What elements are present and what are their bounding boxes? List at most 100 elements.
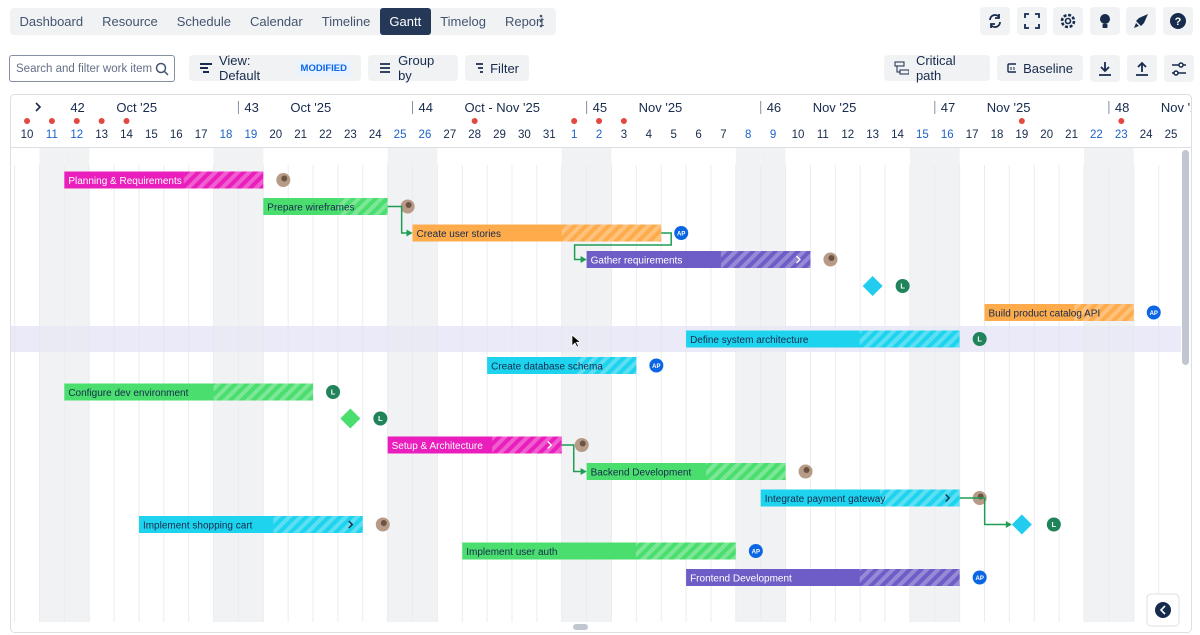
tips-button[interactable] [1089,7,1120,35]
task-label: Implement shopping cart [143,521,253,532]
avatar [373,411,388,426]
download-button[interactable] [1090,55,1120,82]
help-button[interactable]: ? [1162,7,1193,35]
weekend-column [760,148,786,622]
week-number: 44 [419,100,433,115]
day-label: 27 [443,129,456,141]
avatar [972,332,987,346]
task-bar-progress-stripes [705,463,786,480]
group-by-label: Group by [398,53,435,83]
expand-chevron[interactable] [35,102,42,112]
nav-tab[interactable]: Resource [102,14,158,29]
day-label: 17 [195,129,208,141]
day-label: 11 [817,129,829,141]
day-label: 5 [670,129,676,141]
day-label: 28 [468,129,481,141]
task-bar-progress-stripes [859,330,960,348]
dependency-line [561,444,586,473]
nav-tab[interactable]: Timeline [321,14,371,29]
task-bar-progress-stripes [561,224,662,242]
avatar-initials: AP [652,364,660,370]
dependency-arrowhead [406,229,413,237]
collapse-button[interactable] [1146,593,1180,627]
day-label: 29 [493,129,506,141]
week-month: Nov '25 [1161,100,1200,115]
day-label: 21 [1065,129,1078,141]
view-label: View: Default [218,53,261,83]
avatar [1146,305,1161,320]
adjust-button[interactable] [1164,55,1194,82]
nav-tab[interactable]: Report [504,14,544,29]
task-label: Implement user auth [466,547,557,558]
day-label: 25 [394,129,407,141]
baseline-button[interactable]: Baseline [997,55,1083,81]
nav-tab[interactable]: Schedule [176,14,231,29]
weekend-column [1084,148,1109,622]
nav-bar: Dashboard Resource Schedule Calendar Timelin… [10,8,556,35]
more-menu[interactable] [538,14,544,33]
task-bar-progress-stripes [1074,304,1134,321]
day-label: 22 [1090,129,1103,141]
whats-new-button[interactable] [1126,7,1156,35]
day-label: 23 [344,129,357,141]
kebab-icon [539,14,543,28]
holiday-dot [1018,118,1025,124]
filter-button[interactable]: Filter [465,55,529,81]
day-label: 3 [621,129,627,141]
day-label: 15 [145,129,158,141]
filter-label: Filter [490,60,519,76]
day-label: 22 [319,129,332,141]
avatar-photo-head [803,467,810,473]
day-label: 21 [294,129,307,141]
avatar-initials: L [977,335,982,344]
horizontal-scrollbar[interactable] [573,624,588,630]
task-bar-progress-stripes [635,542,736,560]
mouse-cursor [571,334,582,348]
dependency-arrowhead [580,468,587,475]
settings-button[interactable] [1053,7,1083,35]
avatar-photo-head [405,202,412,208]
fullscreen-button[interactable] [1016,7,1047,35]
subtask-chevron [945,494,951,502]
view-button[interactable]: View: Default MODIFIED [189,53,361,83]
holiday-dot [73,118,80,124]
day-label: 9 [770,129,776,141]
milestone [862,276,883,296]
weekend-column [39,148,65,622]
day-label: 10 [21,129,34,141]
group-by-button[interactable]: Group by [368,53,458,83]
nav-tab[interactable]: Calendar [249,14,303,29]
day-label: 16 [170,129,183,141]
search-box[interactable]: Search and filter work item [9,55,175,82]
task-bar-progress-stripes [880,489,960,507]
vertical-scrollbar[interactable] [1182,150,1189,365]
day-label: 6 [695,129,701,141]
avatar-photo-head [380,520,387,526]
avatar-initials: L [378,414,383,423]
subtask-chevron [348,520,354,529]
day-label: 13 [95,129,108,141]
critical-path-button[interactable]: Critical path [884,53,990,83]
task-label: Create user stories [417,229,501,240]
nav-tab[interactable]: Gantt [379,8,431,35]
toolbar-icons [1090,55,1194,82]
upload-button[interactable] [1127,55,1157,82]
holiday-dot [471,118,478,124]
day-label: 8 [745,129,751,141]
weekend-column [909,148,935,622]
holiday-dot [571,118,578,124]
nav-tab[interactable]: Dashboard [19,14,84,29]
avatar-initials: AP [975,576,983,582]
nav-tab[interactable]: Timelog [440,14,486,29]
task-label: Frontend Development [690,574,792,585]
task-bar-progress-stripes [492,436,562,454]
sync-button[interactable] [980,7,1010,35]
holiday-dot [24,118,31,124]
day-label: 20 [1040,129,1053,141]
dependency-line [573,232,672,261]
avatar-photo-head [828,255,835,261]
avatar [972,570,987,585]
weekend-column [412,148,438,622]
task-label: Setup & Architecture [392,441,484,452]
